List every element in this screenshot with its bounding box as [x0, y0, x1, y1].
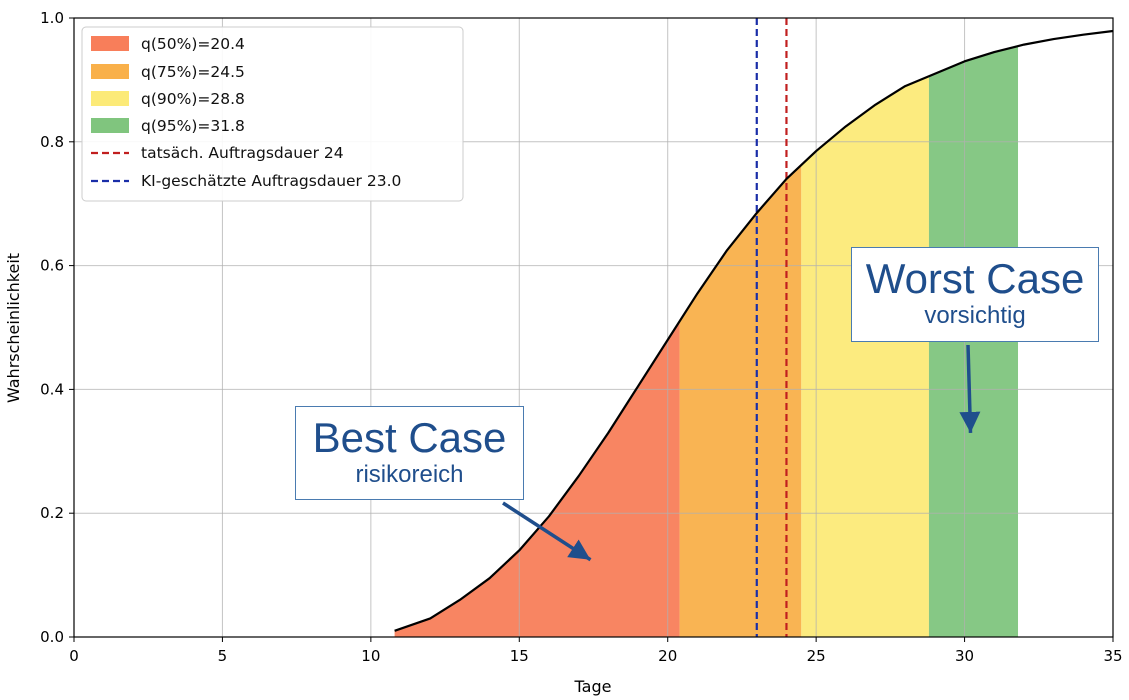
plot-frame-rect	[73, 17, 1114, 638]
legend-box	[81, 26, 464, 202]
worst-case-subtitle: vorsichtig	[924, 302, 1026, 329]
best-case-arrow	[502, 501, 592, 562]
y-tick-label-1: 0.2	[40, 504, 64, 522]
legend-swatch-q75	[91, 64, 129, 79]
ticks: 0 5 10 15 20 25 30 35 0.0 0.2 0.4 0.6 0.8 1.0	[40, 9, 1122, 665]
best-case-subtitle: risikoreich	[355, 461, 464, 488]
best-case-title: Best Case	[312, 414, 507, 461]
worst-case-title: Worst Case	[865, 255, 1085, 302]
y-axis-label: Wahrscheinlichkeit	[4, 253, 23, 403]
worst-case-callout: Worst Case vorsichtig	[851, 247, 1099, 342]
x-tick-label-1: 5	[218, 647, 228, 665]
legend-label-q95: q(95%)=31.8	[141, 117, 245, 135]
legend-swatch-q90	[91, 91, 129, 106]
legend-label-ai-duration: KI-geschätzte Auftragsdauer 23.0	[141, 172, 401, 190]
y-tick-label-3: 0.6	[40, 257, 64, 275]
cdf-curve-group	[394, 29, 1114, 632]
x-axis-label: Tage	[574, 677, 612, 696]
legend-swatch-q95	[91, 118, 129, 133]
vertical-lines	[755, 18, 788, 637]
y-tick-label-4: 0.8	[40, 133, 64, 151]
quantile-region-0	[394, 321, 680, 637]
annotation-arrows	[502, 344, 981, 562]
x-tick-label-5: 25	[807, 647, 826, 665]
best-case-callout: Best Case risikoreich	[295, 406, 524, 500]
quantile-region-1	[679, 165, 802, 637]
legend-label-q90: q(90%)=28.8	[141, 90, 245, 108]
x-tick-label-2: 10	[361, 647, 380, 665]
legend-label-actual-duration: tatsäch. Auftragsdauer 24	[141, 144, 344, 162]
plot-frame	[73, 17, 1114, 638]
legend-label-q75: q(75%)=24.5	[141, 63, 245, 81]
x-tick-label-7: 35	[1103, 647, 1122, 665]
quantile-regions	[394, 46, 1019, 638]
legend-label-q50: q(50%)=20.4	[141, 35, 245, 53]
legend-swatch-q50	[91, 36, 129, 51]
y-tick-label-0: 0.0	[40, 628, 64, 646]
legend: q(50%)=20.4 q(75%)=24.5 q(90%)=28.8 q(95…	[81, 26, 464, 202]
y-tick-label-2: 0.4	[40, 380, 64, 398]
y-tick-label-5: 1.0	[40, 9, 64, 27]
x-tick-label-3: 15	[510, 647, 529, 665]
worst-case-arrow	[959, 344, 981, 433]
x-tick-label-6: 30	[955, 647, 974, 665]
x-tick-label-4: 20	[658, 647, 677, 665]
quantile-region-2	[801, 76, 929, 637]
x-tick-label-0: 0	[69, 647, 79, 665]
cdf-curve	[394, 29, 1114, 632]
